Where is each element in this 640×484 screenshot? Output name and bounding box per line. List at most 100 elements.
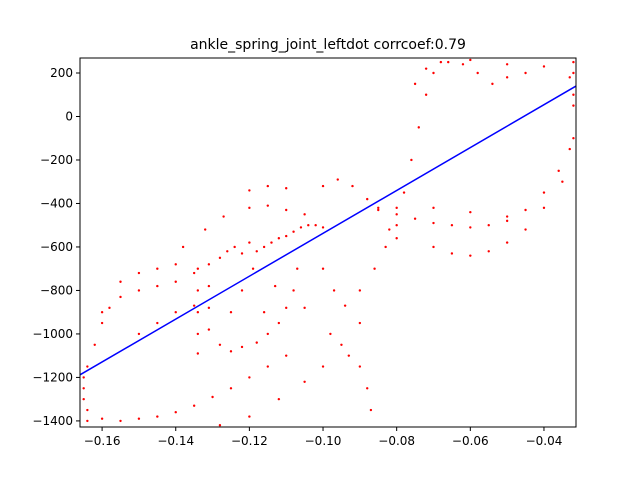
- point: [192, 304, 196, 307]
- point: [461, 63, 465, 66]
- y-tick-label: −1200: [32, 370, 73, 384]
- point: [469, 254, 472, 257]
- point: [469, 226, 472, 229]
- point: [137, 332, 141, 336]
- y-tick-label: −600: [40, 240, 73, 254]
- point: [207, 284, 211, 288]
- point: [233, 245, 236, 249]
- point: [347, 354, 351, 357]
- point: [192, 404, 196, 407]
- point: [524, 71, 527, 75]
- point: [196, 310, 200, 314]
- point: [424, 93, 428, 96]
- point: [174, 263, 177, 266]
- point: [156, 415, 159, 418]
- point: [277, 321, 281, 325]
- point: [156, 267, 159, 270]
- point: [395, 237, 398, 240]
- point: [222, 215, 225, 218]
- point: [505, 241, 509, 244]
- point: [262, 245, 266, 249]
- point: [373, 267, 376, 270]
- point: [174, 310, 177, 314]
- y-tick-label: 200: [50, 66, 73, 80]
- point: [388, 228, 391, 231]
- point: [321, 365, 325, 368]
- y-tick-label: −1400: [32, 414, 73, 428]
- y-tick-label: −200: [40, 153, 73, 167]
- point: [218, 256, 222, 260]
- point: [314, 224, 317, 227]
- point: [248, 376, 251, 379]
- fit-line: [79, 85, 577, 376]
- point: [266, 204, 269, 207]
- point: [303, 213, 306, 216]
- point: [266, 184, 269, 188]
- x-tick-label: −0.12: [231, 434, 268, 448]
- point: [82, 376, 85, 379]
- y-tick-label: −1000: [32, 327, 73, 341]
- point: [487, 250, 490, 253]
- point: [192, 271, 196, 275]
- point: [174, 280, 177, 283]
- point: [248, 189, 251, 192]
- point: [369, 408, 373, 412]
- point: [432, 221, 435, 225]
- point: [218, 424, 222, 427]
- point: [174, 411, 177, 414]
- point: [450, 252, 454, 255]
- point: [277, 397, 281, 401]
- point: [100, 321, 104, 325]
- point: [303, 380, 306, 383]
- y-tick-label: 0: [65, 109, 73, 123]
- point: [229, 310, 233, 314]
- point: [358, 289, 362, 292]
- point: [248, 241, 251, 244]
- point: [82, 387, 85, 390]
- point: [248, 415, 251, 418]
- point: [196, 352, 200, 355]
- point: [417, 126, 420, 129]
- point: [156, 284, 159, 288]
- point: [487, 224, 490, 227]
- point: [285, 187, 288, 190]
- point: [505, 76, 509, 79]
- point: [285, 208, 288, 212]
- point: [285, 306, 288, 310]
- point: [296, 267, 299, 270]
- point: [505, 219, 509, 223]
- y-tick-label: −800: [40, 283, 73, 297]
- point: [395, 213, 398, 216]
- point: [251, 267, 255, 270]
- point: [469, 210, 472, 214]
- point: [343, 304, 347, 307]
- point: [505, 215, 509, 218]
- point: [119, 295, 122, 299]
- x-tick-label: −0.08: [378, 434, 415, 448]
- point: [270, 241, 273, 244]
- point: [439, 60, 443, 64]
- x-tick-label: −0.06: [452, 434, 489, 448]
- point: [203, 228, 207, 231]
- point: [351, 184, 354, 188]
- point: [248, 206, 251, 210]
- chart-title: ankle_spring_joint_leftdot corrcoef:0.79: [190, 37, 466, 53]
- point: [377, 208, 380, 212]
- point: [255, 341, 258, 344]
- point: [476, 71, 479, 75]
- point: [181, 245, 185, 249]
- point: [366, 387, 369, 390]
- point: [572, 137, 575, 140]
- point: [402, 191, 406, 194]
- point: [303, 306, 306, 310]
- point: [273, 284, 277, 288]
- point: [156, 321, 159, 325]
- point: [377, 206, 380, 210]
- point: [240, 252, 244, 255]
- point: [395, 224, 398, 227]
- point: [321, 184, 325, 188]
- point: [285, 234, 288, 238]
- point: [424, 67, 428, 70]
- point: [395, 206, 398, 210]
